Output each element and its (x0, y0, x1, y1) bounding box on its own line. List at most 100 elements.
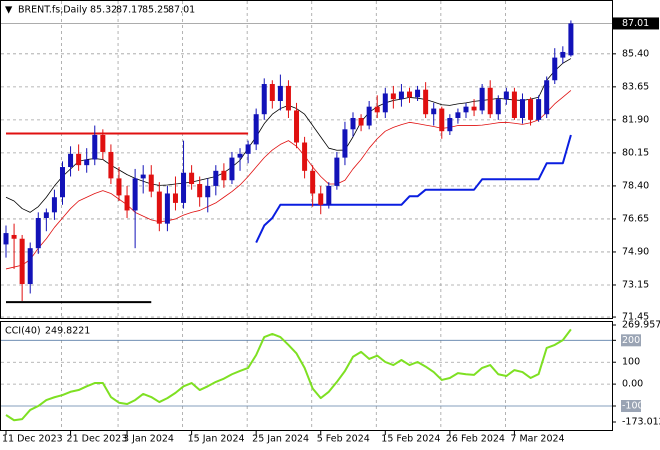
current-price-box (613, 17, 659, 30)
candle-body (108, 151, 114, 179)
candle-body (455, 112, 461, 118)
y-tick-label: 100 (622, 357, 640, 368)
candle-body (390, 93, 396, 100)
y-tick-label: 269.957 (622, 320, 660, 331)
candle-body (197, 184, 203, 198)
candle-body (27, 248, 33, 285)
candle-body (479, 87, 485, 111)
y-tick-label: 80.15 (622, 147, 649, 158)
header-open: 85.32 (90, 5, 117, 16)
candle-body (302, 142, 308, 171)
y-tick-label: -100 (622, 401, 644, 412)
candle-body (285, 85, 291, 111)
candle-body (35, 217, 41, 249)
y-tick-label: 73.15 (622, 279, 649, 290)
cci-title: CCI(40) (5, 326, 41, 337)
candle-body (463, 106, 469, 113)
current-price-label: 87.01 (622, 18, 649, 29)
x-tick-label: 21 Dec 2023 (67, 434, 128, 445)
candle-body (261, 84, 267, 115)
candle-body (511, 91, 517, 118)
candle-body (350, 117, 356, 130)
candle-body (100, 134, 106, 152)
candle-body (221, 170, 227, 181)
candle-body (124, 195, 130, 211)
candle-body (76, 153, 82, 166)
indicator-line (255, 134, 572, 243)
candle-body (334, 157, 340, 186)
y-tick-label: 76.65 (622, 213, 649, 224)
candle-body (19, 238, 25, 285)
candle-body (536, 99, 542, 120)
candle-body (552, 57, 558, 81)
candle-body (519, 99, 525, 118)
candle-body (528, 99, 534, 120)
candle-body (294, 110, 300, 143)
candle-body (132, 178, 138, 211)
candle-body (92, 134, 98, 160)
header-low: 85.25 (142, 5, 169, 16)
y-tick-label: 0.00 (622, 379, 643, 390)
header-close: 87.01 (168, 5, 195, 16)
x-tick-label: 11 Dec 2023 (2, 434, 63, 445)
x-tick-label: 3 Jan 2024 (123, 434, 174, 445)
candle-body (382, 93, 388, 113)
candle-body (229, 157, 235, 181)
x-tick-label: 15 Feb 2024 (381, 434, 440, 445)
candle-body (431, 108, 437, 115)
candle-body (439, 108, 445, 132)
candle-body (544, 80, 550, 115)
candle-body (84, 159, 90, 166)
candle-body (59, 167, 65, 198)
candle-body (342, 129, 348, 158)
level-box (621, 400, 641, 413)
candle-body (326, 185, 332, 205)
candle-body (447, 117, 453, 132)
candle-body (140, 174, 146, 179)
main-frame (0, 0, 613, 319)
candle-body (51, 197, 57, 213)
indicator-line (5, 90, 572, 270)
y-tick-label: 200 (622, 335, 640, 346)
candle-body (374, 106, 380, 113)
candle-body (43, 212, 49, 218)
candle-body (164, 193, 170, 224)
candle-body (148, 174, 154, 192)
candle-body (189, 172, 195, 185)
x-tick-label: 5 Feb 2024 (317, 434, 370, 445)
candle-body (366, 106, 372, 126)
x-tick-label: 26 Feb 2024 (446, 434, 505, 445)
y-tick-label: -173.012 (622, 417, 660, 428)
level-box (621, 334, 641, 347)
chart-title: BRENT.fs,Daily (18, 5, 88, 16)
candle-body (310, 170, 316, 194)
candle-body (415, 89, 421, 98)
y-tick-label: 74.90 (622, 246, 649, 257)
x-tick-label: 7 Mar 2024 (510, 434, 564, 445)
cci-frame (0, 321, 613, 431)
candle-body (205, 185, 211, 198)
candle-body (487, 87, 493, 115)
cci-current: 249.8221 (45, 326, 90, 337)
candle-body (358, 117, 364, 126)
candle-body (3, 233, 9, 245)
candle-body (68, 153, 74, 168)
candle-body (269, 84, 275, 102)
candle-body (398, 91, 404, 100)
header-high: 87.17 (116, 5, 143, 16)
candle-body (116, 178, 122, 196)
candle-body (503, 91, 509, 100)
y-tick-label: 71.45 (622, 312, 649, 323)
x-tick-label: 25 Jan 2024 (252, 434, 309, 445)
candle-body (245, 144, 251, 154)
y-tick-label: 78.40 (622, 180, 649, 191)
y-tick-label: 81.90 (622, 114, 649, 125)
candle-body (560, 51, 566, 58)
x-tick-label: 15 Jan 2024 (188, 434, 245, 445)
candle-body (495, 99, 501, 115)
candle-body (277, 85, 283, 102)
y-tick-label: 85.40 (622, 48, 649, 59)
menu-arrow[interactable]: ▼ (5, 5, 13, 16)
candle-body (11, 234, 17, 239)
